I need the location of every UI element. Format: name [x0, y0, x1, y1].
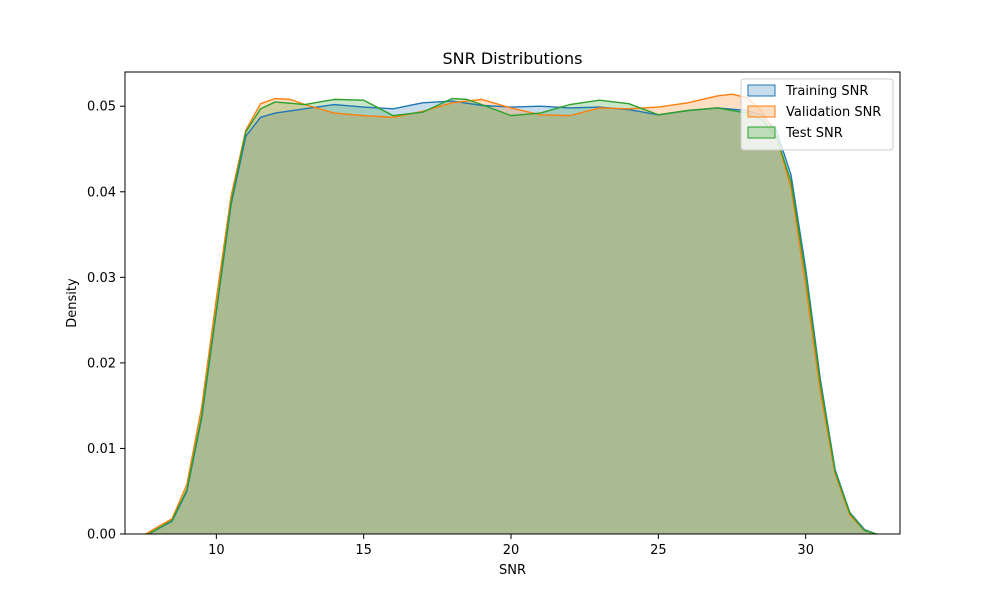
x-axis-label: SNR: [499, 563, 526, 578]
y-axis-ticks: 0.00 0.01 0.02 0.03 0.04 0.05: [87, 100, 125, 543]
x-tick-label: 20: [503, 543, 520, 558]
legend-label-0: Training SNR: [785, 84, 868, 99]
x-tick-label: 25: [650, 543, 667, 558]
x-tick-label: 15: [355, 543, 372, 558]
y-tick-label: 0.01: [87, 442, 116, 457]
x-tick-label: 30: [797, 543, 814, 558]
y-axis-label: Density: [65, 278, 80, 328]
series-area-2: [148, 98, 877, 535]
x-axis-ticks: 10 15 20 25 30: [208, 534, 814, 558]
x-tick-label: 10: [208, 543, 225, 558]
legend-box: [740, 78, 894, 151]
series-line-2: [148, 97, 877, 535]
legend-swatch-1: [747, 105, 776, 118]
y-tick-label: 0.03: [87, 271, 116, 286]
y-tick-label: 0.02: [87, 356, 116, 371]
legend-label-2: Test SNR: [785, 126, 843, 141]
plot-area: [145, 93, 877, 535]
legend-label-1: Validation SNR: [786, 105, 881, 120]
y-tick-label: 0.04: [87, 185, 116, 200]
series-line-0: [148, 100, 877, 535]
legend: Training SNR Validation SNR Test SNR: [740, 78, 894, 151]
series-area-0: [148, 101, 877, 534]
legend-swatch-0: [747, 84, 776, 97]
y-tick-label: 0.05: [87, 100, 116, 115]
y-tick-label: 0.00: [87, 528, 116, 543]
legend-swatch-2: [747, 126, 776, 139]
axes-frame: [124, 71, 901, 535]
series-area-1: [145, 94, 877, 535]
chart-title: SNR Distributions: [442, 49, 582, 68]
